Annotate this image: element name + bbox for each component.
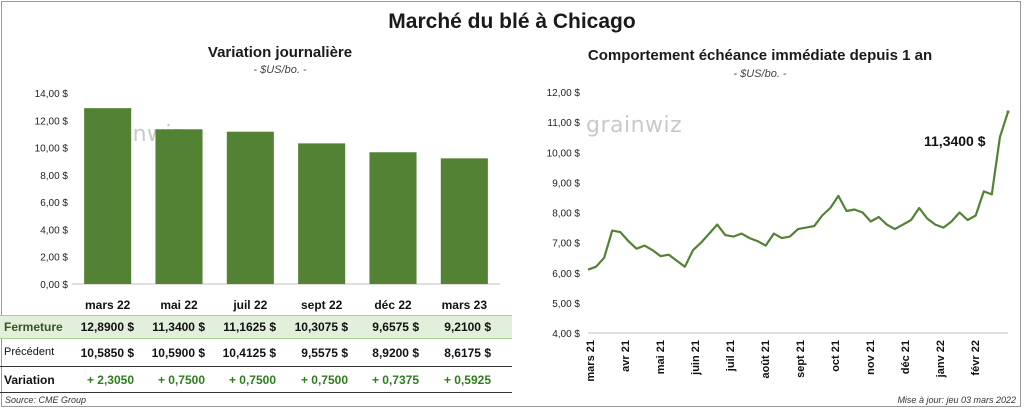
close-cell: 9,6575 $ [372,320,419,334]
last-price-label: 11,3400 $ [924,133,986,149]
change-cell: + 0,7375 [371,373,419,387]
x-tick-label: avr 21 [620,340,632,372]
x-tick-label: mars 23 [442,298,488,312]
x-tick-label: mars 21 [585,340,597,382]
y-tick-label: 12,00 $ [35,116,69,127]
bar [84,108,132,284]
y-tick-label: 0,00 $ [40,280,68,291]
row-label-previous: Précédent [4,346,55,358]
left-chart-unit: - $US/bo. - [253,64,307,76]
x-tick-label: juin 21 [690,340,702,376]
x-tick-label: déc 22 [374,298,412,312]
previous-cell: 10,5850 $ [80,346,134,360]
previous-cell: 9,5575 $ [301,346,348,360]
previous-cell: 8,9200 $ [372,346,419,360]
x-tick-label: juil 21 [725,340,737,372]
left-chart-title: Variation journalière [207,44,353,61]
right-chart-unit: - $US/bo. - [733,68,787,80]
y-tick-label: 4,00 $ [552,329,580,340]
previous-cell: 8,6175 $ [444,346,491,360]
y-tick-label: 12,00 $ [547,88,581,99]
price-line [587,111,1010,271]
row-label-close: Fermeture [4,320,63,334]
x-tick-label: mai 21 [655,340,667,374]
x-tick-label: févr 22 [970,340,982,375]
y-tick-label: 5,00 $ [552,299,580,310]
x-tick-label: mars 22 [85,298,131,312]
x-tick-label: juil 22 [232,298,267,312]
x-tick-label: mai 22 [160,298,198,312]
right-chart-title: Comportement échéance immédiate depuis 1… [587,47,933,64]
x-tick-label: oct 21 [830,340,842,372]
change-cell: + 0,5925 [443,373,491,387]
table-row-change: Variation + 2,3050 + 0,7500 + 0,7500 + 0… [0,369,512,391]
y-tick-label: 8,00 $ [40,171,68,182]
bar [440,158,488,284]
y-tick-label: 10,00 $ [35,144,69,155]
y-tick-label: 7,00 $ [552,239,580,250]
y-tick-label: 10,00 $ [547,148,581,159]
x-tick-label: janv 22 [935,340,947,378]
y-tick-label: 14,00 $ [35,89,69,100]
row-label-change: Variation [4,373,55,387]
table-row-close: Fermeture 12,8900 $ 11,3400 $ 11,1625 $ … [0,315,512,339]
bar [226,131,274,284]
bar [298,143,346,284]
close-cell: 12,8900 $ [80,320,134,334]
page-title: Marché du blé à Chicago [388,10,636,33]
bar-chart: 0,00 $ 2,00 $ 4,00 $ 6,00 $ 8,00 $ 10,00 $ 12,… [35,89,500,312]
change-cell: + 2,3050 [86,373,134,387]
close-cell: 11,3400 $ [152,320,205,334]
bar [369,152,417,284]
x-tick-label: août 21 [760,340,772,379]
previous-cell: 10,5900 $ [151,346,205,360]
y-tick-label: 9,00 $ [552,178,580,189]
source-note: Source: CME Group [5,395,87,405]
change-cell: + 0,7500 [228,373,276,387]
change-cell: + 0,7500 [300,373,348,387]
line-chart: 4,00 $ 5,00 $ 6,00 $ 7,00 $ 8,00 $ 9,00 $ 10,0… [547,88,1010,382]
table-bottom-line [0,392,512,393]
close-cell: 11,1625 $ [223,320,276,334]
previous-cell: 10,4125 $ [222,346,276,360]
last-price-point [1006,110,1010,114]
close-cell: 10,3075 $ [294,320,348,334]
change-cell: + 0,7500 [157,373,205,387]
y-tick-label: 8,00 $ [552,209,580,220]
y-tick-label: 6,00 $ [40,198,68,209]
grainwiz-logo-right: grainwiz [586,113,683,138]
bar [155,129,203,284]
y-tick-label: 4,00 $ [40,225,68,236]
table-row-previous: Précédent 10,5850 $ 10,5900 $ 10,4125 $ … [0,342,512,364]
y-tick-label: 11,00 $ [547,118,580,129]
x-tick-label: sept 22 [301,298,343,312]
close-cell: 9,2100 $ [444,320,491,334]
table-divider [0,366,512,367]
x-tick-label: nov 21 [865,340,877,375]
y-tick-label: 2,00 $ [40,253,68,264]
x-tick-label: déc 21 [900,340,912,374]
update-note: Mise à jour: jeu 03 mars 2022 [897,395,1016,405]
y-tick-label: 6,00 $ [552,269,580,280]
x-tick-label: sept 21 [795,340,807,378]
